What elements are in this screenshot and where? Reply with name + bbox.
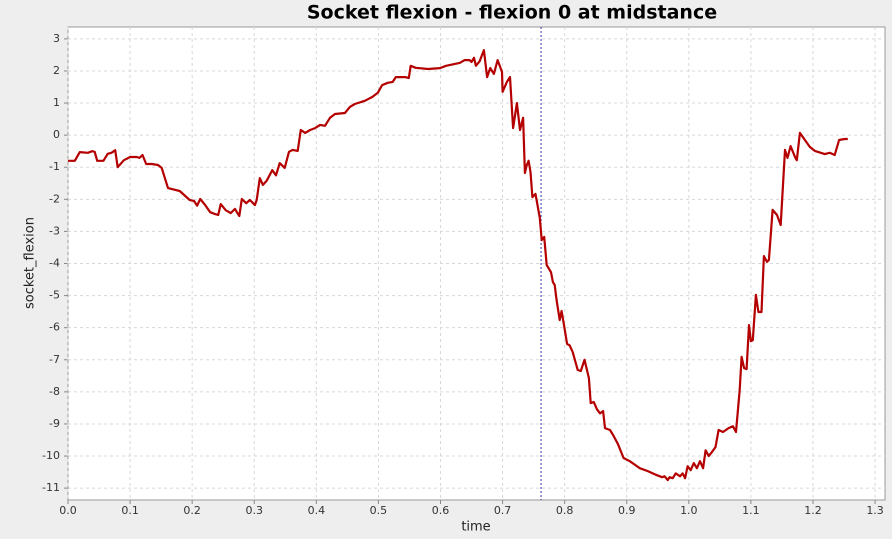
y-tick-label: -11	[42, 481, 60, 494]
data-line	[68, 49, 848, 482]
y-tick-label: -4	[49, 257, 60, 270]
x-tick-label: 0.1	[121, 504, 139, 517]
x-tick-label: 0.8	[556, 504, 574, 517]
y-tick-label: 1	[53, 96, 60, 109]
x-tick-label: 1.0	[680, 504, 698, 517]
y-tick-label: -3	[49, 224, 60, 237]
x-tick-label: 1.2	[804, 504, 822, 517]
y-tick-label: -6	[49, 321, 60, 334]
x-tick-label: 0.5	[370, 504, 388, 517]
x-tick-label: 1.1	[742, 504, 760, 517]
y-tick-label: -8	[49, 385, 60, 398]
x-tick-label: 0.7	[494, 504, 512, 517]
chart-title: Socket flexion - flexion 0 at midstance	[307, 2, 717, 24]
y-axis-label: socket_flexion	[23, 217, 38, 309]
x-tick-label: 0.4	[308, 504, 326, 517]
y-tick-label: -1	[49, 160, 60, 173]
x-tick-label: 1.3	[866, 504, 884, 517]
y-tick-label: -9	[49, 417, 60, 430]
x-tick-label: 0.0	[59, 504, 77, 517]
y-tick-label: -2	[49, 192, 60, 205]
x-tick-label: 0.2	[183, 504, 201, 517]
y-tick-label: 3	[53, 32, 60, 45]
x-tick-label: 0.9	[618, 504, 636, 517]
x-tick-label: 0.3	[245, 504, 263, 517]
y-tick-label: -5	[49, 289, 60, 302]
y-tick-label: 2	[53, 64, 60, 77]
x-tick-label: 0.6	[432, 504, 450, 517]
y-tick-label: -7	[49, 353, 60, 366]
x-axis-label: time	[461, 520, 490, 535]
y-tick-label: 0	[53, 128, 60, 141]
y-tick-label: -10	[42, 449, 60, 462]
